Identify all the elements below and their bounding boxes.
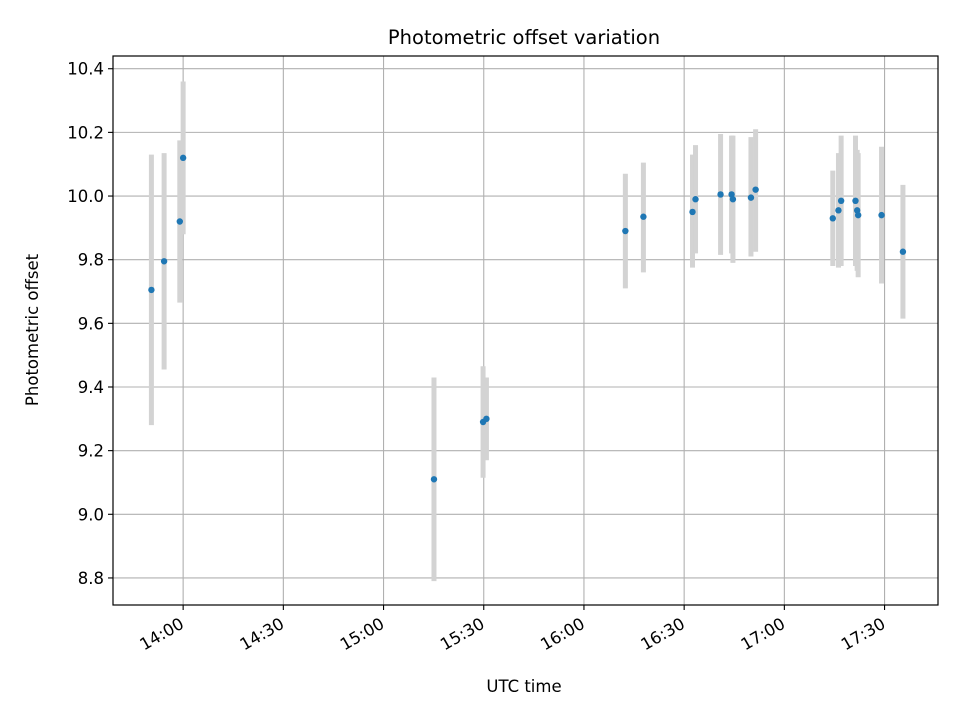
data-point: [640, 213, 647, 220]
data-point: [483, 415, 490, 423]
x-tick-label: 16:00: [537, 614, 588, 654]
data-point: [160, 258, 168, 265]
data-point: [854, 211, 862, 219]
data-point: [717, 191, 724, 198]
data-point: [689, 208, 696, 216]
y-tick-label: 9.2: [78, 442, 104, 461]
data-point: [622, 227, 629, 235]
y-tick-label: 10.0: [67, 187, 104, 206]
y-tick-label: 9.6: [78, 314, 104, 333]
plot-area-frame: [112, 55, 939, 606]
data-point: [878, 211, 885, 219]
data-point: [752, 186, 759, 193]
x-tick-label: 16:30: [637, 614, 688, 654]
y-tick-label: 9.0: [78, 505, 104, 524]
y-tick-label: 10.4: [67, 60, 104, 79]
data-point: [148, 286, 155, 294]
y-tick-label: 10.2: [67, 123, 104, 142]
error-bars: [148, 81, 906, 582]
y-tick-label: 9.4: [78, 378, 104, 397]
y-tick-label: 8.8: [78, 569, 104, 588]
x-axis-ticks: 14:00 14:30 15:00 15:30 16:00 16:30 17:00 17:30: [136, 605, 889, 654]
data-point: [899, 248, 907, 255]
data-point: [430, 476, 438, 483]
data-point: [176, 218, 184, 225]
data-point: [729, 196, 737, 203]
data-point: [829, 215, 836, 222]
x-tick-label: 14:30: [237, 614, 288, 654]
data-point: [179, 154, 187, 162]
data-point: [692, 196, 699, 203]
data-point: [747, 194, 755, 201]
data-points: [148, 154, 907, 483]
x-axis-title: UTC time: [486, 677, 561, 696]
x-tick-label: 17:30: [838, 614, 889, 654]
grid-lines: [113, 56, 938, 605]
x-tick-label: 15:30: [437, 614, 488, 654]
x-tick-label: 17:00: [738, 614, 789, 654]
data-point: [852, 197, 859, 205]
x-tick-label: 14:00: [136, 614, 187, 654]
data-point: [835, 207, 842, 214]
y-tick-label: 9.8: [78, 251, 104, 270]
y-axis-title: Photometric offset: [23, 253, 42, 406]
chart-title: Photometric offset variation: [388, 26, 660, 49]
y-axis-ticks: 8.8 9.0 9.2 9.4 9.6 9.8 10.0 10.2 10.4: [67, 60, 113, 588]
data-point: [853, 207, 861, 214]
x-tick-label: 15:00: [337, 614, 388, 654]
data-point: [837, 197, 845, 205]
